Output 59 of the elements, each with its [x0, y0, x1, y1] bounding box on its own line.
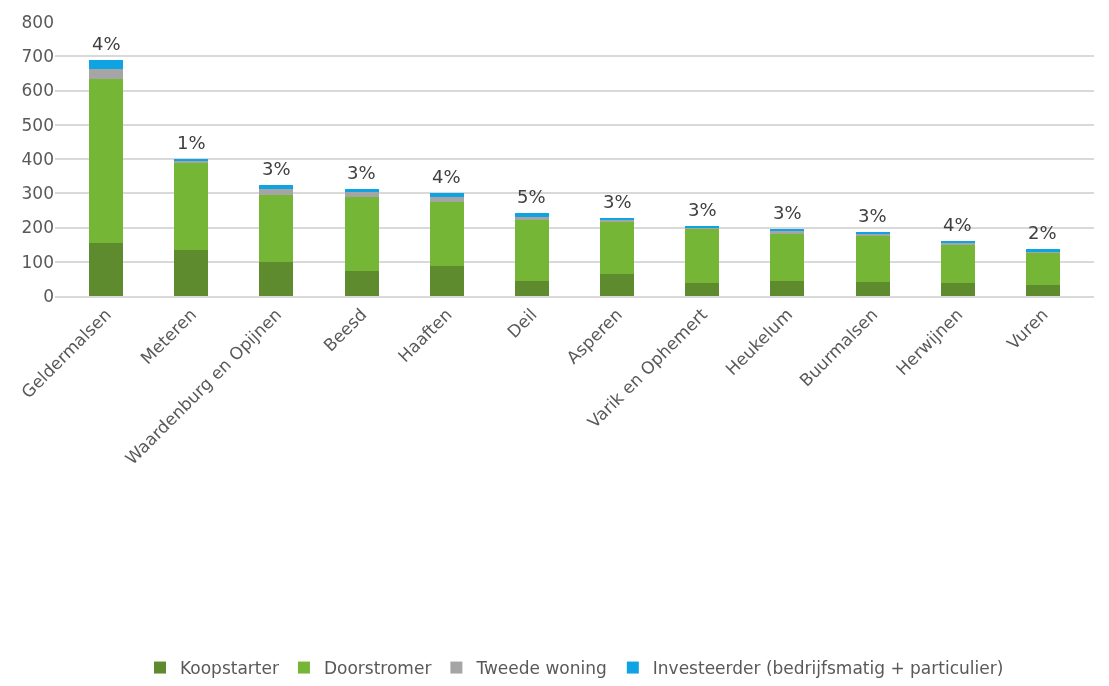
bar — [514, 219, 549, 281]
annotation: 4% — [92, 33, 121, 54]
bar — [685, 282, 720, 296]
bar — [600, 222, 635, 275]
legend-label: Koopstarter — [180, 658, 279, 679]
bar — [259, 194, 294, 263]
bar — [429, 201, 464, 267]
bar — [855, 235, 890, 282]
bar — [259, 189, 294, 195]
annotation: 1% — [177, 132, 206, 153]
bar — [1025, 252, 1060, 286]
bar — [429, 197, 464, 202]
annotation: 4% — [432, 166, 461, 187]
bar — [770, 234, 805, 282]
bar — [89, 60, 124, 69]
y-tick-label: 800 — [21, 11, 54, 32]
bar — [514, 212, 549, 217]
annotation: 3% — [858, 205, 887, 226]
legend-label: Tweede woning — [475, 658, 607, 679]
bar — [429, 193, 464, 198]
y-tick-label: 100 — [21, 251, 54, 272]
bar — [344, 189, 379, 193]
bar — [89, 243, 124, 296]
bar — [514, 216, 549, 220]
bar — [89, 68, 124, 79]
bar — [89, 78, 124, 244]
y-tick-label: 0 — [43, 285, 54, 306]
annotation: 5% — [517, 186, 546, 207]
bar — [855, 281, 890, 296]
legend-label: Investeerder (bedrijfsmatig + particulier) — [652, 658, 1004, 679]
bar — [685, 228, 720, 283]
bar — [1025, 285, 1060, 296]
y-tick-label: 400 — [21, 148, 54, 169]
annotation: 3% — [688, 199, 717, 220]
y-tick-label: 500 — [21, 114, 54, 135]
y-tick-label: 300 — [21, 183, 54, 204]
bar — [600, 274, 635, 296]
annotation: 2% — [1028, 222, 1057, 243]
y-tick-label: 700 — [21, 46, 54, 67]
bar — [344, 196, 379, 271]
bar — [940, 282, 975, 296]
bar — [174, 250, 209, 296]
bar — [174, 162, 209, 251]
legend-label: Doorstromer — [323, 658, 432, 679]
annotation: 3% — [347, 162, 376, 183]
bar — [429, 266, 464, 296]
bar — [514, 280, 549, 296]
annotation: 3% — [773, 202, 802, 223]
bar — [344, 271, 379, 296]
bar — [259, 185, 294, 190]
bar — [770, 281, 805, 296]
bar — [259, 262, 294, 296]
y-tick-label: 200 — [21, 217, 54, 238]
y-tick-label: 600 — [21, 80, 54, 101]
bar — [940, 245, 975, 283]
annotation: 3% — [603, 191, 632, 212]
annotation: 4% — [943, 214, 972, 235]
bar — [344, 192, 379, 197]
annotation: 3% — [262, 158, 291, 179]
